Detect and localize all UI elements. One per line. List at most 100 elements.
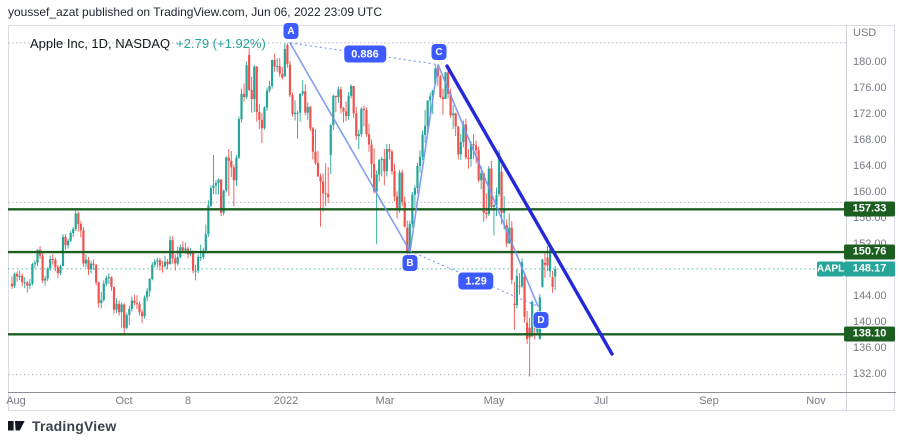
candle-body: [457, 126, 460, 155]
candle-body: [151, 264, 154, 280]
candle-body: [482, 173, 485, 213]
candle-body: [424, 125, 427, 135]
candle-body: [260, 119, 263, 129]
pattern-ratio-line-bd[interactable]: [409, 250, 539, 307]
candle-body: [464, 124, 467, 158]
trendline[interactable]: [445, 64, 614, 356]
candle-body: [444, 72, 447, 100]
symbol-badge: AAPL: [817, 261, 845, 277]
candle-body: [36, 249, 39, 263]
candle-body: [403, 201, 406, 227]
candle-body: [209, 188, 212, 206]
candle-body: [314, 151, 317, 163]
candle-body: [367, 134, 371, 145]
attribution-text: youssef_azat published on TradingView.co…: [8, 5, 383, 19]
candle-body: [184, 248, 187, 251]
pattern-line-cd[interactable]: [437, 64, 539, 307]
candle-body: [278, 65, 281, 74]
candle-body: [102, 283, 105, 300]
candle-body: [194, 270, 197, 272]
price-tick-label: 160.00: [853, 186, 887, 198]
candle-body: [375, 174, 378, 192]
candle-body: [222, 190, 225, 213]
candle-body: [510, 227, 513, 280]
pattern-ratio-label[interactable]: 1.29: [458, 272, 494, 290]
price-tick-label: 140.00: [853, 316, 887, 328]
pattern-line-bc[interactable]: [409, 64, 439, 252]
candle-body: [418, 156, 422, 166]
candle-body: [500, 171, 503, 213]
candle-body: [357, 134, 360, 137]
candle-body: [520, 262, 524, 287]
candle-body: [112, 286, 116, 310]
candle-body: [161, 265, 164, 267]
candle-body: [344, 111, 348, 116]
candle-body: [554, 268, 557, 277]
candle-body: [77, 213, 80, 224]
tradingview-logo[interactable]: TradingView: [8, 418, 116, 434]
candle-body: [546, 257, 549, 266]
candle-body: [327, 193, 330, 198]
candle-body: [548, 249, 552, 272]
candle-body: [324, 193, 327, 195]
candle-body: [242, 93, 246, 98]
candle-body: [10, 283, 14, 287]
candle-body: [202, 250, 205, 257]
candle-body: [89, 263, 93, 270]
candle-body: [105, 277, 108, 284]
candle-body: [258, 112, 261, 120]
candle-body: [526, 322, 529, 339]
candle-body: [265, 90, 269, 108]
candle-body: [475, 145, 478, 151]
candle-body: [408, 223, 411, 254]
candle-body: [212, 185, 215, 189]
price-tick-label: 144.00: [853, 290, 887, 302]
candle-body: [342, 108, 345, 112]
candle-body: [128, 309, 131, 315]
candle-body: [316, 162, 320, 177]
candle-body: [301, 91, 304, 94]
candle-body: [487, 168, 490, 215]
candle-body: [235, 157, 238, 181]
candle-body: [495, 195, 498, 205]
pattern-point-label-c[interactable]: C: [431, 44, 447, 60]
time-tick-label: 8: [184, 395, 192, 407]
pattern-point-label-b[interactable]: B: [402, 255, 418, 271]
candle-body: [503, 209, 506, 213]
candle-body: [95, 264, 98, 283]
candle-body: [130, 300, 133, 309]
tradingview-logo-text: TradingView: [32, 418, 117, 434]
candle-body: [311, 128, 314, 152]
candle-body: [227, 157, 230, 161]
candle-body: [245, 65, 248, 98]
chart-legend[interactable]: Apple Inc, 1D, NASDAQ +2.79 (+1.92%): [30, 36, 266, 51]
candle-body: [441, 97, 445, 100]
pattern-point-label-a[interactable]: A: [283, 23, 299, 39]
pattern-ratio-label[interactable]: 0.886: [344, 45, 386, 63]
candle-body: [543, 262, 547, 265]
candle-body: [497, 153, 501, 194]
candle-body: [523, 277, 526, 317]
legend-change-value: +2.79 (+1.92%): [176, 36, 266, 51]
pattern-line-ab[interactable]: [289, 42, 411, 252]
price-axis-currency: USD: [853, 27, 877, 39]
candle-body: [199, 257, 202, 258]
candle-body: [431, 90, 434, 97]
level-price-badge: 150.76: [844, 244, 895, 260]
time-tick-label: Nov: [806, 395, 826, 407]
candle-body: [332, 95, 335, 126]
candle-body: [449, 93, 452, 116]
pattern-point-label-d[interactable]: D: [533, 312, 549, 328]
candle-body: [197, 257, 200, 271]
candle-body: [268, 86, 271, 91]
candle-body: [217, 179, 220, 183]
time-tick-label: Aug: [6, 395, 26, 407]
candle-body: [390, 151, 394, 172]
candle-body: [378, 160, 381, 175]
candle-body: [120, 304, 123, 313]
candle-body: [370, 144, 373, 165]
candle-body: [322, 181, 325, 194]
legend-symbol-title[interactable]: Apple Inc, 1D, NASDAQ: [30, 36, 171, 51]
